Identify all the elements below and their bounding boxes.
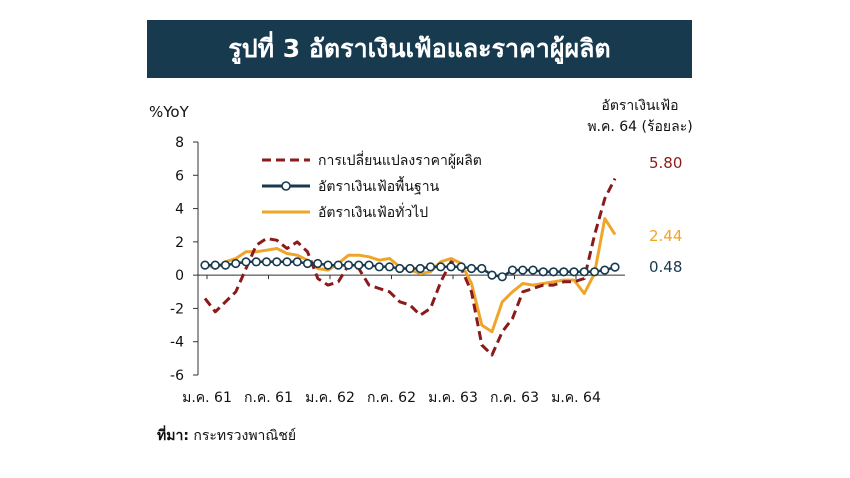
y-tick-label: 0 [175,268,184,284]
core-inflation-point [354,260,364,270]
core-inflation-point [272,257,282,267]
core-inflation-point [302,258,313,269]
core-inflation-point [343,260,354,270]
core-inflation-point [220,260,231,270]
x-tick-label: ก.ค. 62 [367,390,416,406]
y-tick-label: 6 [175,168,184,184]
y-tick-label: -6 [170,368,184,384]
core-inflation-point [466,263,477,274]
core-inflation-point [477,263,487,274]
series-line-0 [203,177,617,357]
series-end-label: 5.80 [649,154,682,172]
legend-marker [281,181,291,191]
series-end-label: 2.44 [649,227,682,245]
source-label: ที่มา: [157,428,189,444]
y-tick-label: 8 [175,135,184,151]
y-tick-label: -4 [170,335,184,351]
core-inflation-point [210,260,220,270]
legend-label: อัตราเงินเฟ้อทั่วไป [318,203,428,221]
core-inflation-point [569,267,579,277]
core-inflation-point [292,257,302,267]
core-inflation-point [384,262,395,272]
y-axis-label: %YoY [149,103,190,121]
core-inflation-point [395,263,405,274]
core-inflation-point [538,267,548,277]
core-inflation-point [374,262,384,272]
x-tick-label: ม.ค. 61 [182,390,232,406]
source-note: ที่มา: กระทรวงพาณิชย์ [157,425,296,447]
core-inflation-point [589,267,600,277]
x-tick-label: ม.ค. 63 [428,390,478,406]
core-inflation-point [507,265,518,275]
core-inflation-point [436,262,446,272]
core-inflation-point [251,257,261,267]
legend-label: อัตราเงินเฟ้อพื้นฐาน [318,176,440,195]
core-inflation-point [456,262,466,272]
annotation-title-line1: อัตราเงินเฟ้อ [601,98,678,114]
core-inflation-point [241,257,251,267]
y-tick-label: -2 [170,301,184,317]
core-inflation-point [415,263,425,274]
core-inflation-point [446,262,456,272]
core-inflation-point [364,260,374,270]
series-end-label: 0.48 [649,258,682,276]
chart-title-banner: รูปที่ 3 อัตราเงินเฟ้อและราคาผู้ผลิต [147,20,692,78]
legend-label: การเปลี่ยนแปลงราคาผู้ผลิต [318,151,482,169]
y-tick-label: 4 [175,202,184,218]
core-inflation-point [313,258,323,269]
core-inflation-point [528,265,538,275]
core-inflation-point [610,262,620,272]
core-inflation-point [600,265,610,275]
core-inflation-point [282,257,292,267]
core-inflation-point [261,257,272,267]
annotation-title-line2: พ.ค. 64 (ร้อยละ) [587,119,692,135]
y-tick-label: 2 [175,235,184,251]
core-inflation-point [333,260,343,270]
core-inflation-point [497,272,507,282]
x-tick-label: ม.ค. 64 [551,390,601,406]
x-tick-label: ก.ค. 63 [490,390,539,406]
core-inflation-point [425,262,436,272]
core-inflation-point [559,267,569,277]
core-inflation-point [487,270,497,280]
core-inflation-point [518,265,528,275]
core-inflation-point [200,260,210,270]
core-inflation-point [579,267,589,277]
x-tick-label: ก.ค. 61 [244,390,293,406]
core-inflation-point [405,263,415,274]
x-tick-label: ม.ค. 62 [305,390,355,406]
chart-title: รูปที่ 3 อัตราเงินเฟ้อและราคาผู้ผลิต [228,34,611,63]
core-inflation-point [323,260,333,270]
core-inflation-point [231,258,241,269]
core-inflation-point [548,267,559,277]
source-text: กระทรวงพาณิชย์ [188,428,297,444]
